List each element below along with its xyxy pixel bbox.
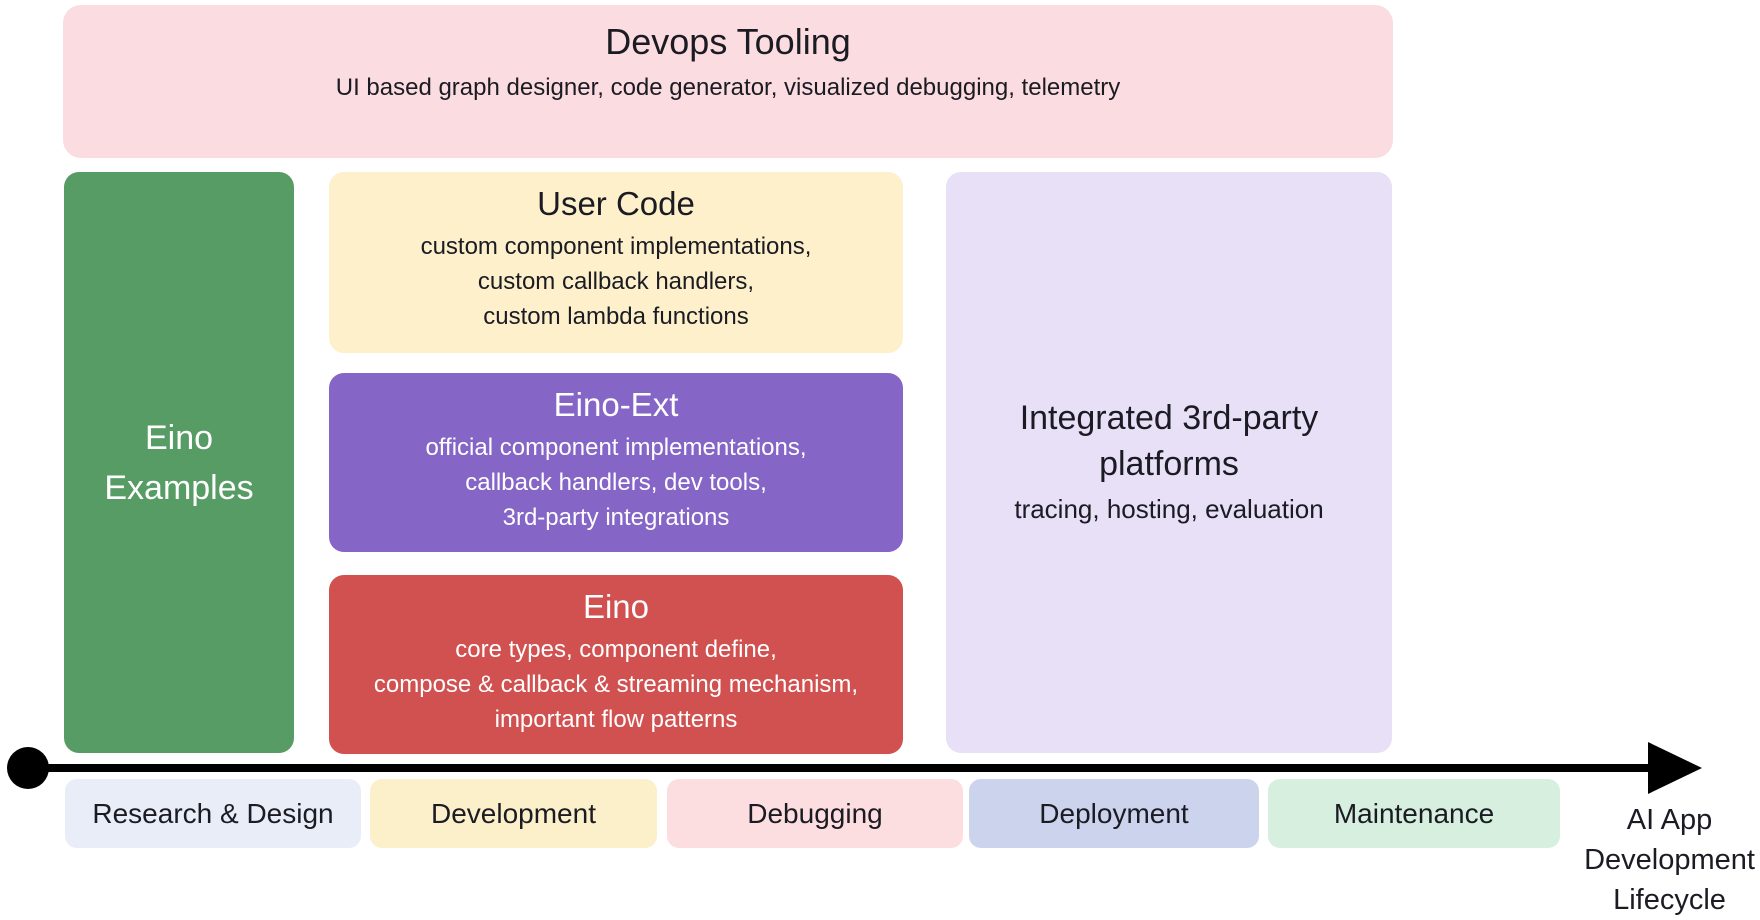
integrated-platforms-subtitle: tracing, hosting, evaluation [1014,493,1324,524]
integrated-platforms-box: Integrated 3rd-party platforms tracing, … [946,172,1392,753]
stage-deployment: Deployment [969,779,1259,848]
arrowhead-icon [1648,742,1702,794]
user-code-title: User Code [537,185,695,222]
eino-ext-detail-line: 3rd-party integrations [502,504,730,531]
axis-line [28,764,1655,772]
stage-debugging: Debugging [667,779,963,848]
stage-research-design: Research & Design [65,779,361,848]
eino-ext-detail-line: callback handlers, dev tools, [465,469,767,496]
axis-caption-line: Lifecycle [1613,884,1726,916]
eino-examples-title-line: Eino [144,418,214,457]
eino-core-box: Eino core types, component define, compo… [329,575,903,754]
devops-tooling-box: Devops Tooling UI based graph designer, … [63,5,1393,158]
axis-caption-line: Development [1584,844,1755,876]
user-code-detail-line: custom callback handlers, [477,268,755,295]
stage-maintenance: Maintenance [1268,779,1560,848]
integrated-platforms-title-line: Integrated 3rd-party [1019,398,1319,437]
lifecycle-axis-arrow [7,742,1702,794]
eino-examples-title-line: Examples [104,468,254,507]
devops-tooling-title: Devops Tooling [605,21,851,62]
user-code-box: User Code custom component implementatio… [329,172,903,353]
eino-ext-detail-line: official component implementations, [425,434,807,461]
stage-development: Development [370,779,657,848]
eino-ext-box: Eino-Ext official component implementati… [329,373,903,552]
user-code-detail-line: custom component implementations, [420,233,812,260]
eino-core-detail-line: core types, component define, [455,636,777,663]
axis-caption-line: AI App [1626,804,1713,836]
eino-core-detail-line: compose & callback & streaming mechanism… [373,671,859,698]
integrated-platforms-title-line: platforms [1099,444,1239,483]
eino-ext-title: Eino-Ext [553,386,679,423]
eino-core-title: Eino [582,588,650,625]
devops-tooling-subtitle: UI based graph designer, code generator,… [335,74,1121,101]
user-code-detail-line: custom lambda functions [483,303,749,330]
eino-core-detail-line: important flow patterns [494,706,738,733]
eino-examples-box: Eino Examples [64,172,294,753]
axis-caption: AI App Development Lifecycle [1577,800,1760,920]
